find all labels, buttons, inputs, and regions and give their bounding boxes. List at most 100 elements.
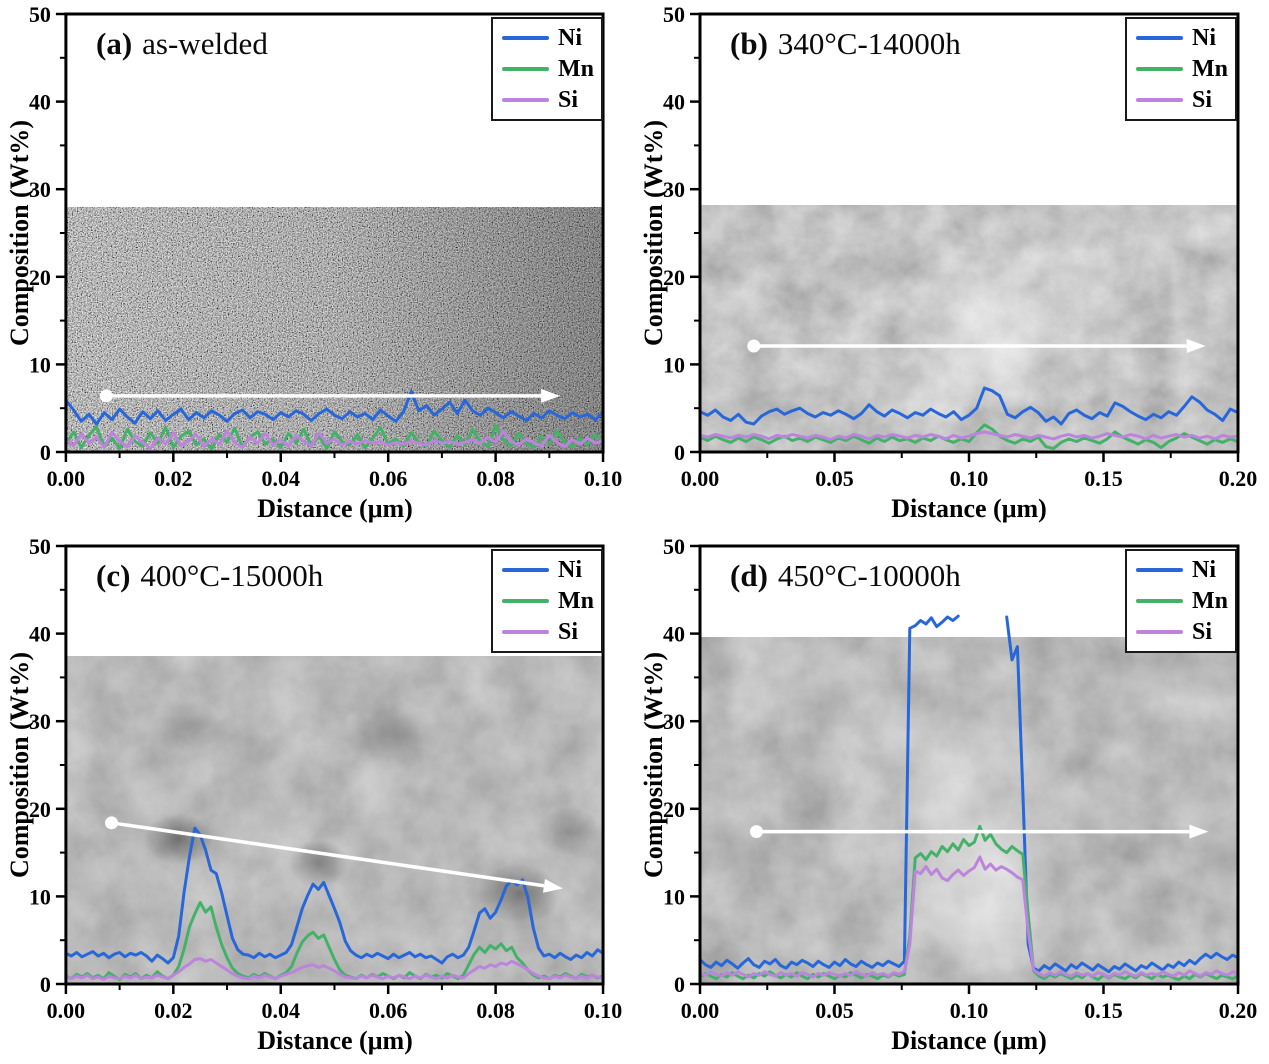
legend-item-mn: Mn bbox=[1127, 589, 1235, 613]
svg-text:0: 0 bbox=[674, 440, 685, 465]
si-line-swatch bbox=[1136, 98, 1183, 103]
svg-text:0.15: 0.15 bbox=[1084, 998, 1123, 1023]
svg-text:0.00: 0.00 bbox=[47, 998, 85, 1023]
svg-text:20: 20 bbox=[29, 265, 51, 290]
y-axis-label: Composition (Wt%) bbox=[5, 651, 34, 879]
ni-line-swatch bbox=[1136, 35, 1183, 40]
svg-text:50: 50 bbox=[663, 534, 685, 559]
svg-text:0.15: 0.15 bbox=[1084, 466, 1123, 491]
panel-title: (b) 340°C-14000h bbox=[730, 26, 961, 62]
x-axis-label: Distance (μm) bbox=[257, 494, 413, 523]
panel-letter: (d) bbox=[730, 558, 768, 593]
y-axis-label: Composition (Wt%) bbox=[5, 119, 34, 347]
panel-a: 0.00 0.02 0.04 0.06 0.08 0.10 0 10 20 30 40 50 (a) a… bbox=[0, 0, 634, 532]
svg-text:40: 40 bbox=[29, 622, 51, 647]
panel-condition: 400°C-15000h bbox=[140, 558, 324, 593]
legend-item-mn: Mn bbox=[493, 57, 601, 81]
legend-item-si: Si bbox=[493, 88, 601, 112]
legend-label-si: Si bbox=[558, 87, 579, 114]
svg-text:0.06: 0.06 bbox=[369, 466, 407, 491]
legend-label-si: Si bbox=[1192, 619, 1213, 646]
svg-text:20: 20 bbox=[663, 265, 685, 290]
svg-text:30: 30 bbox=[29, 177, 51, 202]
panel-condition: 340°C-14000h bbox=[777, 26, 961, 61]
svg-text:0.05: 0.05 bbox=[815, 998, 854, 1023]
legend-item-ni: Ni bbox=[493, 26, 601, 50]
micrograph-b bbox=[700, 205, 1238, 452]
chart-panel-b: 0.00 0.05 0.10 0.15 0.20 0 10 20 30 40 50 bbox=[663, 2, 1258, 491]
svg-text:40: 40 bbox=[663, 90, 685, 115]
legend-label-si: Si bbox=[1192, 87, 1213, 114]
legend: Ni Mn Si bbox=[1125, 17, 1237, 121]
legend-label-ni: Ni bbox=[1192, 24, 1216, 51]
micrograph-d bbox=[700, 637, 1238, 984]
svg-text:20: 20 bbox=[663, 797, 685, 822]
si-line-swatch bbox=[502, 630, 549, 635]
x-axis-label: Distance (μm) bbox=[257, 1026, 413, 1055]
legend-item-si: Si bbox=[493, 620, 601, 644]
legend-item-ni: Ni bbox=[1127, 26, 1235, 50]
legend-item-si: Si bbox=[1127, 620, 1235, 644]
svg-text:0.00: 0.00 bbox=[47, 466, 85, 491]
svg-text:30: 30 bbox=[663, 709, 685, 734]
x-axis-label: Distance (μm) bbox=[891, 1026, 1047, 1055]
panel-c: 0.00 0.02 0.04 0.06 0.08 0.10 0 10 20 30 40 50 (c) 4… bbox=[0, 532, 634, 1064]
svg-text:0.20: 0.20 bbox=[1219, 998, 1258, 1023]
ni-line-swatch bbox=[502, 567, 549, 572]
mn-line-swatch bbox=[1136, 66, 1183, 71]
svg-text:0.20: 0.20 bbox=[1219, 466, 1258, 491]
mn-line-swatch bbox=[502, 66, 549, 71]
svg-text:0: 0 bbox=[674, 972, 685, 997]
svg-text:40: 40 bbox=[663, 622, 685, 647]
legend-label-mn: Mn bbox=[558, 587, 594, 614]
y-axis-label: Composition (Wt%) bbox=[639, 119, 668, 347]
svg-text:0: 0 bbox=[40, 440, 51, 465]
svg-text:30: 30 bbox=[29, 709, 51, 734]
chart-panel-d: 0.00 0.05 0.10 0.15 0.20 0 10 20 30 40 50 bbox=[663, 534, 1258, 1023]
ni-line-swatch bbox=[502, 35, 549, 40]
panel-title: (c) 400°C-15000h bbox=[96, 558, 323, 594]
svg-text:0.10: 0.10 bbox=[950, 466, 989, 491]
chart-panel-a: 0.00 0.02 0.04 0.06 0.08 0.10 0 10 20 30 40 50 bbox=[29, 2, 622, 491]
svg-text:50: 50 bbox=[29, 534, 51, 559]
svg-text:40: 40 bbox=[29, 90, 51, 115]
legend-item-mn: Mn bbox=[493, 589, 601, 613]
legend-item-mn: Mn bbox=[1127, 57, 1235, 81]
legend-label-ni: Ni bbox=[558, 556, 582, 583]
legend-label-mn: Mn bbox=[1192, 587, 1228, 614]
legend-label-mn: Mn bbox=[1192, 55, 1228, 82]
micrograph-c bbox=[65, 656, 604, 984]
svg-text:20: 20 bbox=[29, 797, 51, 822]
svg-text:10: 10 bbox=[29, 884, 51, 909]
svg-text:0.10: 0.10 bbox=[950, 998, 989, 1023]
panel-b: 0.00 0.05 0.10 0.15 0.20 0 10 20 30 40 50 (b) 340°C… bbox=[634, 0, 1269, 532]
panel-letter: (b) bbox=[730, 26, 768, 61]
panel-letter: (a) bbox=[96, 26, 133, 61]
ni-line-swatch bbox=[1136, 567, 1183, 572]
svg-text:30: 30 bbox=[663, 177, 685, 202]
mn-line-swatch bbox=[1136, 598, 1183, 603]
svg-text:0.08: 0.08 bbox=[476, 466, 514, 491]
legend: Ni Mn Si bbox=[491, 17, 603, 121]
si-line-swatch bbox=[502, 98, 549, 103]
legend-item-si: Si bbox=[1127, 88, 1235, 112]
panel-title: (d) 450°C-10000h bbox=[730, 558, 961, 594]
svg-text:0.02: 0.02 bbox=[154, 466, 192, 491]
svg-text:0.10: 0.10 bbox=[584, 998, 622, 1023]
svg-text:0.06: 0.06 bbox=[369, 998, 407, 1023]
legend: Ni Mn Si bbox=[491, 549, 603, 653]
legend: Ni Mn Si bbox=[1125, 549, 1237, 653]
legend-label-mn: Mn bbox=[558, 55, 594, 82]
svg-text:0.08: 0.08 bbox=[476, 998, 514, 1023]
svg-text:0.04: 0.04 bbox=[262, 998, 300, 1023]
legend-label-ni: Ni bbox=[558, 24, 582, 51]
panel-condition: as-welded bbox=[142, 26, 268, 61]
mn-line-swatch bbox=[502, 598, 549, 603]
panel-d: 0.00 0.05 0.10 0.15 0.20 0 10 20 30 40 50 (d) 450°C… bbox=[634, 532, 1269, 1064]
si-line-swatch bbox=[1136, 630, 1183, 635]
svg-text:50: 50 bbox=[29, 2, 51, 27]
svg-text:0.04: 0.04 bbox=[262, 466, 300, 491]
svg-text:10: 10 bbox=[663, 352, 685, 377]
